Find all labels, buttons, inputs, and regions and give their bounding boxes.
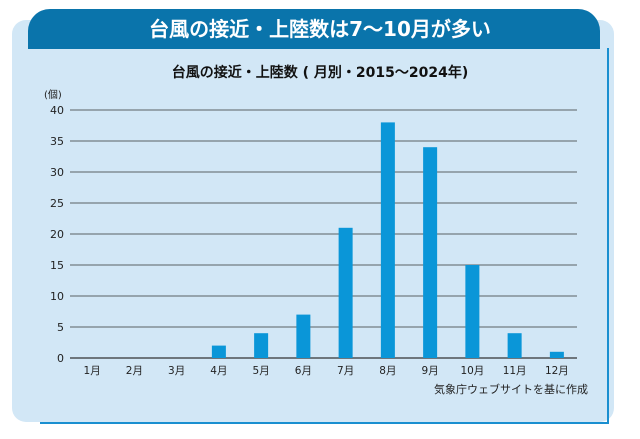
x-tick-label: 12月: [545, 365, 569, 377]
y-tick-label: 0: [57, 352, 64, 365]
panel-border-right: [607, 48, 609, 424]
bar-5: [254, 333, 269, 358]
y-tick-label: 5: [57, 321, 64, 334]
x-tick-label: 9月: [422, 365, 439, 377]
x-tick-label: 5月: [253, 365, 270, 377]
y-tick-label: 25: [50, 197, 64, 210]
x-tick-label: 2月: [126, 365, 143, 377]
header-banner: [28, 9, 600, 49]
y-tick-label: 10: [50, 290, 64, 303]
bar-8: [380, 122, 395, 359]
x-tick-label: 1月: [84, 365, 101, 377]
x-tick-label: 6月: [295, 365, 312, 377]
source-note: 気象庁ウェブサイトを基に作成: [434, 383, 588, 396]
chart-title: 台風の接近・上陸数 ( 月別・2015～2024年): [171, 65, 469, 81]
y-tick-label: 30: [50, 166, 64, 179]
bar-9: [423, 147, 438, 358]
x-tick-label: 4月: [210, 365, 227, 377]
y-tick-label: 35: [50, 135, 64, 148]
x-tick-label: 11月: [503, 365, 527, 377]
y-tick-label: 20: [50, 228, 64, 241]
x-tick-label: 3月: [168, 365, 185, 377]
bar-6: [296, 314, 311, 358]
y-tick-label: 40: [50, 104, 64, 117]
header-title: 台風の接近・上陸数は7～10月が多い: [149, 17, 491, 41]
x-tick-label: 7月: [337, 365, 354, 377]
bar-10: [465, 265, 480, 358]
y-tick-label: 15: [50, 259, 64, 272]
panel-border-bottom: [40, 422, 609, 424]
x-tick-label: 8月: [379, 365, 396, 377]
bar-11: [507, 333, 522, 358]
bar-4: [211, 345, 226, 358]
x-tick-label: 10月: [460, 365, 484, 377]
y-axis-unit: (個): [44, 90, 62, 101]
bar-12: [549, 351, 564, 358]
bar-7: [338, 227, 353, 358]
